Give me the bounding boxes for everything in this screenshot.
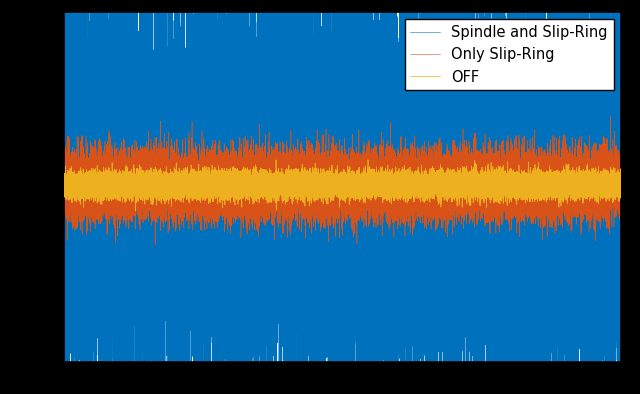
Only Slip-Ring: [617, 179, 625, 184]
Only Slip-Ring: [607, 114, 614, 119]
Only Slip-Ring: [98, 191, 106, 196]
Spindle and Slip-Ring: [362, 172, 370, 177]
OFF: [273, 181, 281, 186]
Line: Only Slip-Ring: Only Slip-Ring: [64, 116, 621, 245]
Only Slip-Ring: [60, 195, 68, 199]
Legend: Spindle and Slip-Ring, Only Slip-Ring, OFF: Spindle and Slip-Ring, Only Slip-Ring, O…: [404, 19, 614, 90]
Line: OFF: OFF: [64, 160, 621, 211]
OFF: [194, 182, 202, 187]
OFF: [396, 186, 403, 190]
Only Slip-Ring: [273, 195, 281, 200]
Only Slip-Ring: [474, 191, 481, 196]
Spindle and Slip-Ring: [194, 56, 202, 61]
Spindle and Slip-Ring: [60, 204, 68, 208]
OFF: [474, 187, 481, 191]
Line: Spindle and Slip-Ring: Spindle and Slip-Ring: [64, 0, 621, 394]
OFF: [60, 193, 68, 198]
Only Slip-Ring: [194, 177, 202, 182]
OFF: [362, 179, 370, 184]
Spindle and Slip-Ring: [98, 123, 106, 127]
Spindle and Slip-Ring: [617, 217, 625, 221]
Spindle and Slip-Ring: [273, 107, 281, 112]
OFF: [617, 186, 625, 191]
OFF: [132, 208, 140, 213]
Spindle and Slip-Ring: [474, 113, 481, 118]
Only Slip-Ring: [396, 191, 403, 195]
Only Slip-Ring: [362, 187, 370, 192]
OFF: [364, 158, 372, 162]
Only Slip-Ring: [151, 242, 159, 247]
Spindle and Slip-Ring: [396, 201, 403, 206]
OFF: [98, 180, 106, 184]
